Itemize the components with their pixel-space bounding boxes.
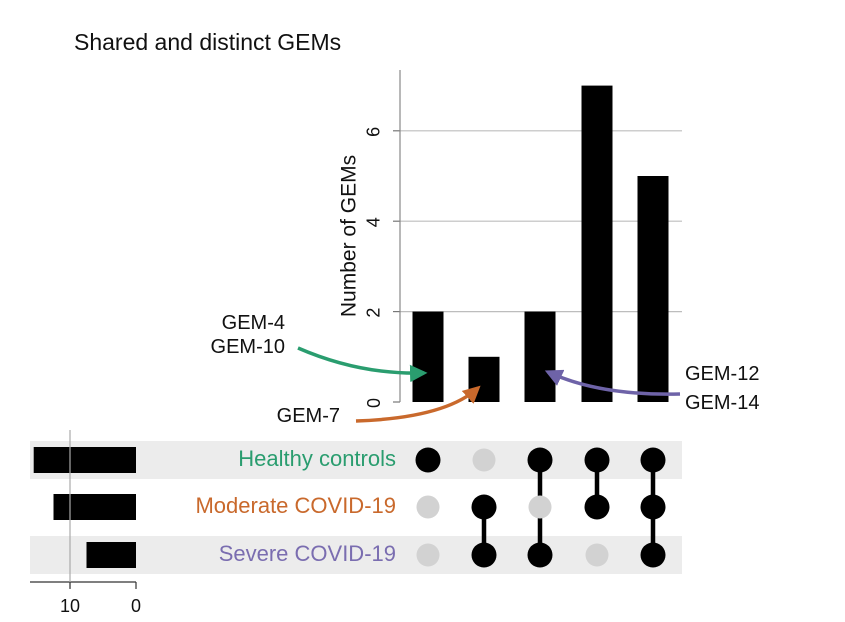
matrix-dot-active xyxy=(527,447,553,473)
matrix-dot-active xyxy=(527,542,553,568)
matrix-dot-active xyxy=(640,542,666,568)
matrix-dot-active xyxy=(640,447,666,473)
annotation-label: GEM-12 xyxy=(685,363,759,385)
membership-matrix xyxy=(415,447,666,568)
intersection-bars xyxy=(412,85,669,402)
set-label: Moderate COVID-19 xyxy=(195,493,396,518)
matrix-dot-active xyxy=(471,494,497,520)
intersection-bar xyxy=(412,311,444,402)
matrix-dot-inactive xyxy=(585,543,609,567)
set-label: Severe COVID-19 xyxy=(219,541,396,566)
matrix-dot-inactive xyxy=(416,543,440,567)
set-label: Healthy controls xyxy=(238,446,396,471)
annotation-label: GEM-4 xyxy=(222,312,285,334)
matrix-dot-inactive xyxy=(472,448,496,472)
set-size-bars: 10 0 xyxy=(30,430,141,616)
row-stripe xyxy=(30,536,682,574)
intersection-bar xyxy=(637,176,669,402)
y-tick-label: 4 xyxy=(364,217,384,227)
matrix-dot-inactive xyxy=(528,495,552,519)
set-size-tick-label: 0 xyxy=(131,596,141,616)
matrix-dot-active xyxy=(415,447,441,473)
set-size-bar xyxy=(33,447,137,473)
annotation-arrow xyxy=(355,385,481,423)
y-axis-label: Number of GEMs xyxy=(338,155,361,317)
matrix-dot-inactive xyxy=(416,495,440,519)
matrix-dot-active xyxy=(584,494,610,520)
set-size-bar xyxy=(86,542,136,568)
row-stripe xyxy=(30,441,682,479)
chart-title: Shared and distinct GEMs xyxy=(74,29,341,55)
matrix-dot-active xyxy=(471,542,497,568)
y-tick-label: 2 xyxy=(364,308,384,318)
y-axis: 0 2 4 6 Number of GEMs xyxy=(338,70,401,408)
intersection-bar xyxy=(581,85,613,402)
matrix-dot-active xyxy=(640,494,666,520)
intersection-bar xyxy=(468,356,500,402)
annotation-arrow xyxy=(544,369,681,396)
set-size-bar xyxy=(53,494,136,520)
matrix-stripes xyxy=(30,441,682,574)
matrix-dot-active xyxy=(584,447,610,473)
annotation-arrow xyxy=(297,346,428,383)
y-tick-label: 6 xyxy=(364,127,384,137)
annotation-label: GEM-10 xyxy=(211,336,285,358)
annotation-label: GEM-14 xyxy=(685,392,759,414)
intersection-bar xyxy=(524,311,556,402)
set-labels: Healthy controls Moderate COVID-19 Severe … xyxy=(195,446,396,566)
set-size-tick-label: 10 xyxy=(60,596,80,616)
y-tick-label: 0 xyxy=(364,398,384,408)
annotation-label: GEM-7 xyxy=(277,405,340,427)
